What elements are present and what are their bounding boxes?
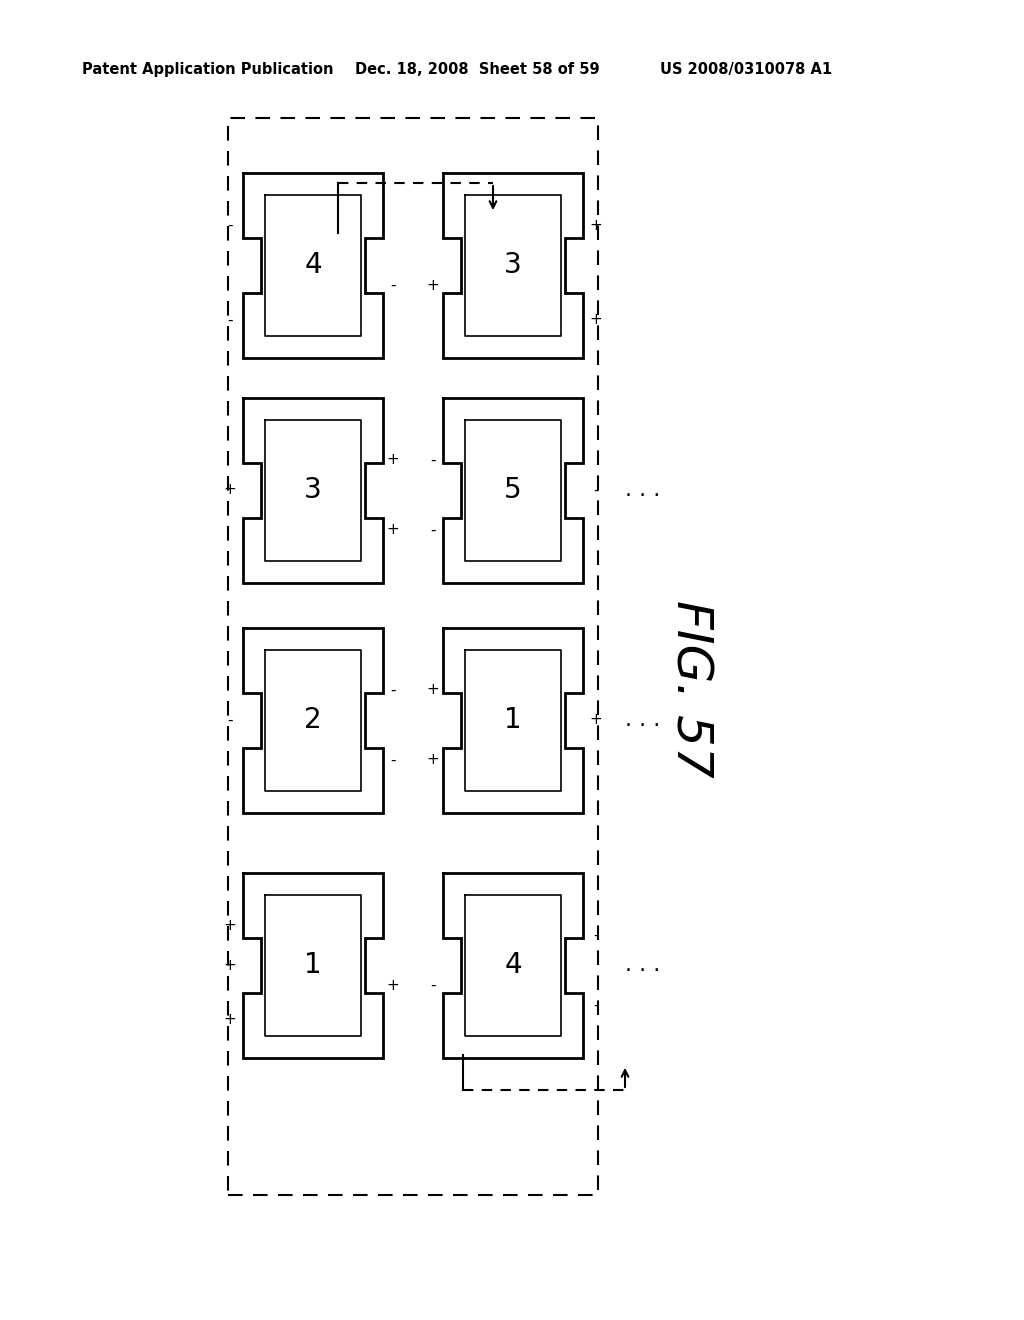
Text: -: - <box>227 218 232 232</box>
Text: 1: 1 <box>304 950 322 979</box>
Text: +: + <box>427 752 439 767</box>
Text: +: + <box>387 978 399 993</box>
Text: US 2008/0310078 A1: US 2008/0310078 A1 <box>660 62 833 77</box>
Text: +: + <box>387 523 399 537</box>
Text: -: - <box>593 483 599 498</box>
Text: +: + <box>223 957 237 973</box>
Text: Dec. 18, 2008  Sheet 58 of 59: Dec. 18, 2008 Sheet 58 of 59 <box>355 62 600 77</box>
Text: +: + <box>590 713 602 727</box>
Text: -: - <box>593 998 599 1012</box>
Text: 4: 4 <box>304 251 322 279</box>
Text: -: - <box>390 752 395 767</box>
Text: 3: 3 <box>504 251 522 279</box>
Text: FIG. 57: FIG. 57 <box>666 601 714 777</box>
Text: Patent Application Publication: Patent Application Publication <box>82 62 334 77</box>
Text: -: - <box>227 713 232 727</box>
Bar <box>228 117 598 1195</box>
Text: -: - <box>227 313 232 327</box>
Text: 2: 2 <box>304 706 322 734</box>
Text: -: - <box>593 928 599 942</box>
Text: +: + <box>223 917 237 932</box>
Text: -: - <box>390 682 395 697</box>
Text: 1: 1 <box>504 706 522 734</box>
Text: +: + <box>387 453 399 467</box>
Text: -: - <box>430 453 436 467</box>
Text: . . .: . . . <box>625 710 660 730</box>
Text: . . .: . . . <box>625 954 660 975</box>
Text: -: - <box>430 978 436 993</box>
Text: 4: 4 <box>504 950 522 979</box>
Text: 5: 5 <box>504 477 522 504</box>
Text: +: + <box>427 277 439 293</box>
Text: 3: 3 <box>304 477 322 504</box>
Text: +: + <box>590 218 602 232</box>
Text: -: - <box>430 523 436 537</box>
Text: +: + <box>223 1012 237 1027</box>
Text: +: + <box>223 483 237 498</box>
Text: +: + <box>590 313 602 327</box>
Text: . . .: . . . <box>625 480 660 500</box>
Text: +: + <box>427 682 439 697</box>
Text: -: - <box>390 277 395 293</box>
